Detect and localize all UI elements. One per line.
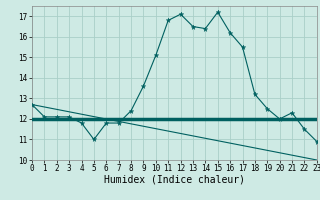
X-axis label: Humidex (Indice chaleur): Humidex (Indice chaleur): [104, 175, 245, 185]
